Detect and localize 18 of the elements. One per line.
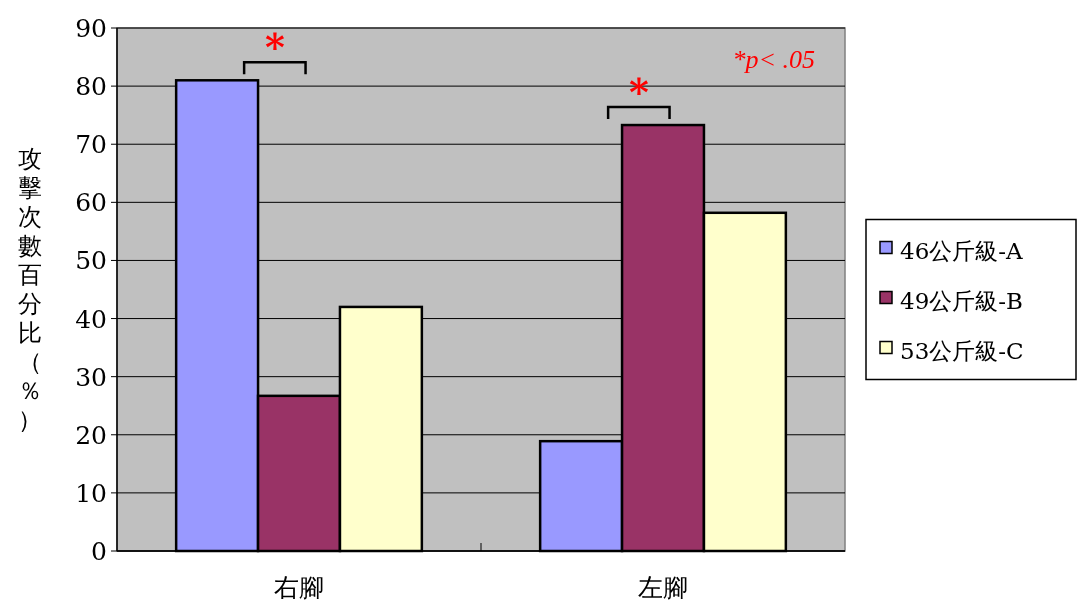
y-tick-label: 0: [91, 537, 107, 566]
legend-label: 53公斤級-C: [900, 337, 1024, 364]
text: 攻擊次數百分比（％）: [18, 145, 42, 434]
y-tick-label: 70: [75, 130, 107, 160]
y-tick-label: 40: [75, 304, 107, 334]
legend-label: 49公斤級-B: [900, 287, 1023, 314]
annotation: *p< .05: [732, 45, 815, 74]
y-tick-label: 10: [75, 478, 107, 508]
y-tick-label: 80: [75, 72, 107, 102]
y-tick-label: 50: [75, 246, 107, 276]
annotation: *: [264, 24, 285, 70]
x-tick-label: 左腳: [638, 573, 688, 602]
legend-label: 46公斤級-A: [900, 237, 1024, 264]
y-tick-label: 90: [75, 14, 107, 43]
y-tick-label: 60: [75, 188, 107, 218]
x-tick-label: 右腳: [274, 573, 324, 602]
y-tick-label: 20: [75, 420, 107, 450]
y-tick-label: 30: [75, 362, 107, 392]
